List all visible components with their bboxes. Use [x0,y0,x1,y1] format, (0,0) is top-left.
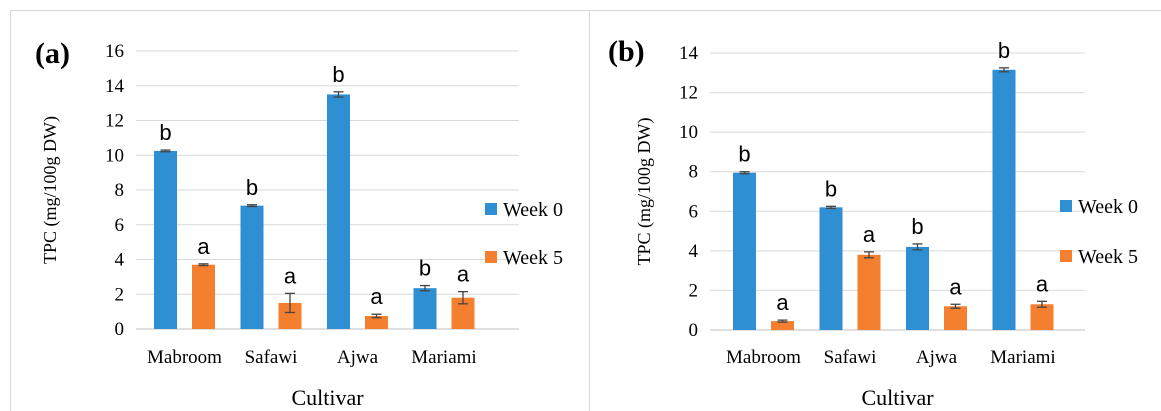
chart-b-ytick-label: 10 [679,122,698,143]
chart-a-significance-letter: a [457,262,470,287]
chart-b-ytick-label: 12 [679,83,698,104]
chart-b-legend-swatch [1060,200,1072,212]
chart-b-bar-week-5 [944,306,967,330]
chart-b-ytick-label: 14 [679,43,699,64]
chart-b-ytick-label: 0 [689,320,699,341]
chart-b-bar-week-0 [992,69,1016,330]
chart-b-significance-letter: a [863,222,876,247]
chart-a-significance-letter: a [284,263,297,288]
chart-a-legend-swatch [485,251,497,263]
chart-a-ylabel: TPC (mg/100g DW) [40,116,61,264]
chart-a-legend-swatch [485,203,497,215]
chart-a-bar-week-5 [365,315,388,329]
chart-b-significance-letter: a [776,290,789,315]
chart-a-panel-label: (a) [35,37,70,70]
chart-b-significance-letter: b [738,142,750,167]
chart-a-category-label: Mabroom [147,347,222,368]
chart-b-legend-label: Week 0 [1078,196,1138,218]
chart-b-bar-week-0 [733,172,756,330]
chart-a-bar-week-0 [327,94,350,329]
chart-a-bar-week-5 [192,264,215,329]
chart-b-ytick-label: 2 [689,280,699,301]
chart-a-bar-week-5 [278,302,302,329]
chart-a-bar-week-0 [240,205,264,329]
chart-b-significance-letter: b [825,176,837,201]
chart-b-bar-week-5 [857,254,881,330]
chart-b-significance-letter: a [949,274,962,299]
chart-a-significance-letter: a [370,284,383,309]
chart-a-bar-week-5 [451,297,475,329]
chart-a-legend-label: Week 5 [503,247,563,269]
chart-a-significance-letter: b [246,175,258,200]
chart-a-category-label: Safawi [245,347,298,368]
chart-panel-a: 0 2 4 6 8 10 12 14 16 (a) TPC (mg/100g DW) b a Mabroo… [10,10,589,411]
chart-b-ylabel: TPC (mg/100g DW) [634,118,655,266]
chart-b-bar-week-0 [906,246,929,330]
chart-a-ytick-label: 8 [115,180,125,201]
chart-b-bar-week-5 [771,321,794,330]
chart-a-ytick-label: 12 [105,111,124,132]
chart-a-ytick-label: 14 [105,76,125,97]
chart-b-svg: 0 2 4 6 8 10 12 14 (b) TPC (mg/100g DW) b a Mabroom b… [608,35,1138,410]
chart-b-category-label: Mariami [990,347,1055,368]
chart-b-significance-letter: b [998,38,1010,63]
chart-a-significance-letter: b [332,62,344,87]
chart-b-ytick-label: 4 [689,241,699,262]
chart-b-legend-swatch [1060,250,1072,262]
chart-a-ytick-label: 0 [115,319,125,340]
chart-panel-b: 0 2 4 6 8 10 12 14 (b) TPC (mg/100g DW) b a Mabroom b… [589,10,1161,411]
chart-a-significance-letter: a [197,234,210,259]
chart-b-bar-week-5 [1030,304,1054,330]
chart-b-ytick-label: 8 [689,162,699,183]
chart-a-ytick-label: 2 [115,284,125,305]
chart-b-category-label: Mabroom [726,347,801,368]
chart-b-category-label: Ajwa [916,347,958,368]
chart-b-significance-letter: a [1036,271,1049,296]
chart-a-bar-week-0 [154,150,177,329]
chart-b-ytick-label: 6 [689,201,699,222]
chart-a-category-label: Ajwa [337,347,379,368]
chart-a-bar-week-0 [413,288,437,329]
chart-a-significance-letter: b [419,256,431,281]
chart-b-legend-label: Week 5 [1078,246,1138,268]
chart-b-bar-week-0 [819,207,843,330]
chart-a-svg: 0 2 4 6 8 10 12 14 16 (a) TPC (mg/100g DW) b a Mabroo… [35,37,563,410]
chart-b-category-label: Safawi [824,347,877,368]
chart-a-ytick-label: 10 [105,145,124,166]
chart-b-significance-letter: b [911,214,923,239]
chart-a-xlabel: Cultivar [291,385,364,410]
chart-b-panel-label: (b) [608,35,645,68]
chart-a-ytick-label: 6 [115,215,125,236]
chart-a-ytick-label: 16 [105,41,124,62]
chart-b-xlabel: Cultivar [861,385,934,410]
chart-a-category-label: Mariami [411,347,476,368]
chart-a-significance-letter: b [159,120,171,145]
chart-a-legend-label: Week 0 [503,199,563,221]
chart-a-ytick-label: 4 [115,250,125,271]
